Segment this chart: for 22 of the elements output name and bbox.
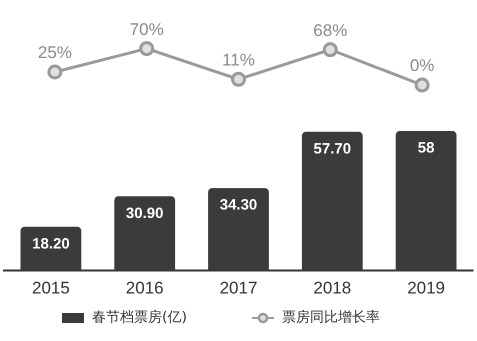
x-tick-label: 2017 (220, 278, 258, 298)
legend-label: 票房同比增长率 (282, 310, 380, 326)
data-label: 0% (410, 56, 434, 76)
point (139, 41, 154, 56)
data-label: 18.20 (32, 235, 70, 252)
point (231, 72, 246, 87)
point (47, 64, 62, 80)
data-label: 34.30 (220, 196, 258, 214)
legend-label: 春节档票房(亿) (92, 310, 187, 326)
point (414, 78, 430, 92)
x-tick-label: 2018 (313, 278, 352, 298)
x-tick-label: 2015 (32, 278, 70, 298)
data-label: 25% (38, 43, 72, 62)
data-label: 11% (222, 50, 255, 70)
data-label: 68% (313, 20, 348, 40)
point (322, 42, 338, 58)
data-label: 57.70 (314, 140, 352, 158)
data-label: 30.90 (126, 204, 164, 222)
x-tick-label: 2019 (407, 278, 446, 298)
data-label: 58 (418, 140, 434, 157)
data-label: 70% (130, 20, 164, 39)
x-tick-label: 2016 (126, 278, 164, 298)
